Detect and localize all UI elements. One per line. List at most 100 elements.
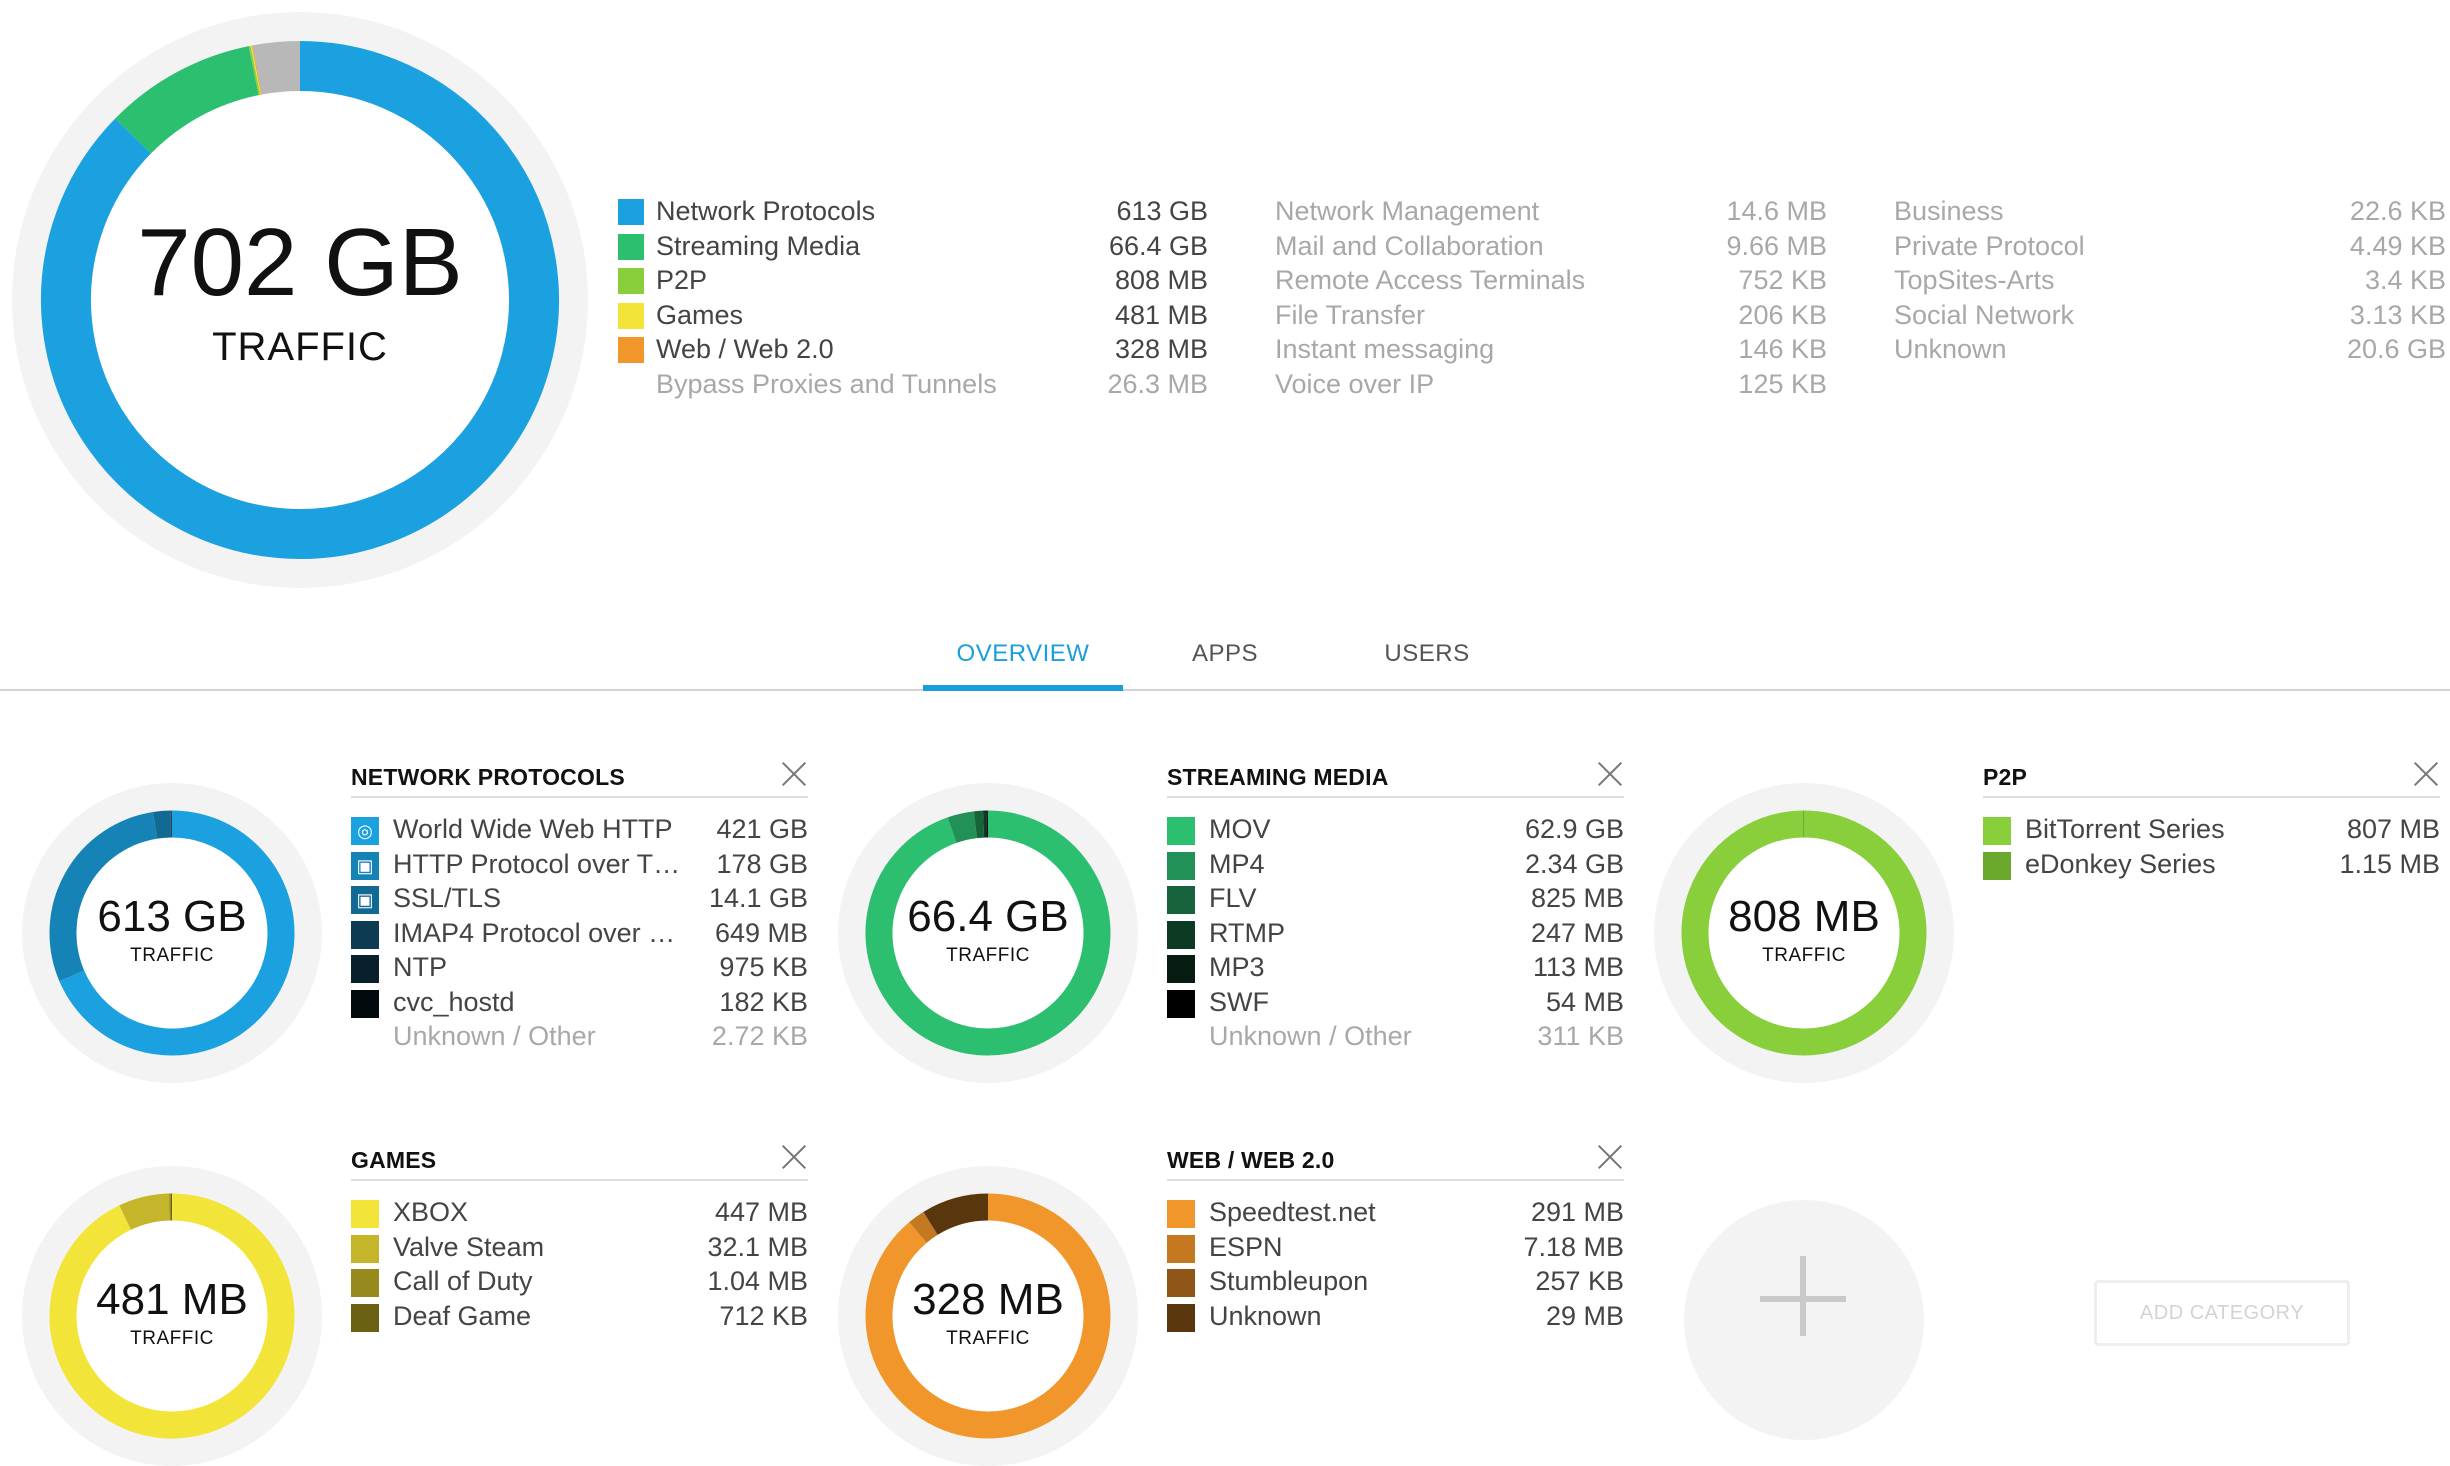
item-name: HTTP Protocol over T… (393, 847, 680, 882)
card-title: STREAMING MEDIA (1167, 764, 1389, 791)
tab-users[interactable]: USERS (1327, 640, 1527, 668)
close-icon[interactable] (2412, 760, 2440, 788)
legend-item-value: 481 MB (1115, 298, 1208, 333)
p2p-total: 808 MB TRAFFIC (1654, 783, 1954, 1083)
item-value: 311 KB (1537, 1019, 1624, 1054)
item-name: eDonkey Series (2025, 847, 2216, 882)
legend-item-value: 9.66 MB (1726, 229, 1827, 264)
legend-item-value: 4.49 KB (2350, 229, 2446, 264)
item-name: Stumbleupon (1209, 1264, 1368, 1299)
list-item[interactable]: ▣HTTP Protocol over T…178 GB (351, 847, 808, 882)
card-title: P2P (1983, 764, 2027, 791)
card-total-label: TRAFFIC (946, 1328, 1030, 1350)
item-swatch (351, 1200, 379, 1228)
card-title: WEB / WEB 2.0 (1167, 1147, 1334, 1174)
card-title: GAMES (351, 1147, 436, 1174)
lock-icon: ▣ (351, 852, 379, 880)
item-swatch (351, 1304, 379, 1332)
item-name: World Wide Web HTTP (393, 812, 673, 847)
item-value: 649 MB (715, 916, 808, 951)
close-icon[interactable] (1596, 760, 1624, 788)
games-card-header: GAMES (351, 1139, 808, 1181)
item-value: 807 MB (2347, 812, 2440, 847)
legend-item-value: 26.3 MB (1107, 367, 1208, 402)
item-name: RTMP (1209, 916, 1285, 951)
close-icon[interactable] (1596, 1143, 1624, 1171)
tab-overview[interactable]: OVERVIEW (923, 640, 1123, 668)
item-swatch (1983, 817, 2011, 845)
legend-swatch (618, 303, 644, 329)
legend-swatch (618, 337, 644, 363)
item-value: 2.72 KB (712, 1019, 808, 1054)
active-tab-indicator (923, 685, 1123, 691)
item-name: Speedtest.net (1209, 1195, 1376, 1230)
item-name: Unknown (1209, 1299, 1322, 1334)
add-category-button[interactable]: ADD CATEGORY (2094, 1280, 2350, 1346)
globe-icon: ◎ (351, 817, 379, 845)
item-name: BitTorrent Series (2025, 812, 2225, 847)
item-swatch (351, 955, 379, 983)
legend-item-name: Web / Web 2.0 (656, 332, 834, 367)
item-swatch (351, 1235, 379, 1263)
legend-item-name: TopSites-Arts (1894, 263, 2055, 298)
p2p-card-header: P2P (1983, 756, 2440, 798)
list-item[interactable]: IMAP4 Protocol over …649 MB (351, 916, 808, 951)
legend-item-value: 20.6 GB (2347, 332, 2446, 367)
list-item[interactable]: BitTorrent Series 807 MB (1983, 812, 2440, 847)
close-icon[interactable] (780, 1143, 808, 1171)
legend-item-value: 125 KB (1738, 367, 1827, 402)
item-swatch (1167, 1235, 1195, 1263)
legend-item-value: 206 KB (1738, 298, 1827, 333)
card-total-label: TRAFFIC (946, 945, 1030, 967)
legend-item-name: P2P (656, 263, 707, 298)
legend-item-name: Network Management (1275, 194, 1539, 229)
item-swatch (1167, 1269, 1195, 1297)
card-total-value: 328 MB (912, 1278, 1064, 1322)
tab-divider (0, 689, 2450, 691)
view-tabs: OVERVIEW APPS USERS (0, 620, 2450, 692)
close-icon[interactable] (780, 760, 808, 788)
legend-item-name: Social Network (1894, 298, 2074, 333)
tab-apps[interactable]: APPS (1125, 640, 1325, 668)
